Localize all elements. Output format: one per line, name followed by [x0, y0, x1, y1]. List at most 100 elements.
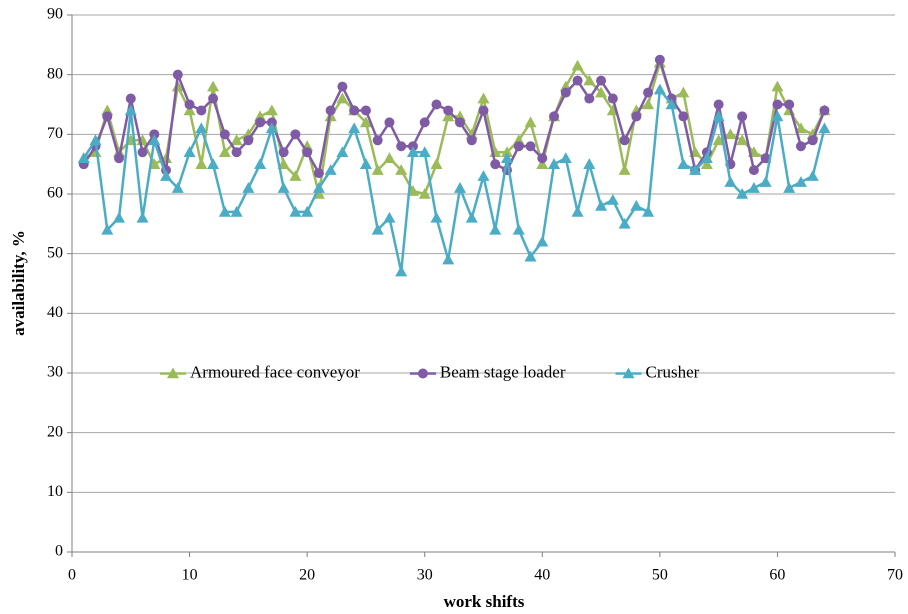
point	[772, 99, 783, 110]
point	[265, 122, 278, 134]
point	[642, 98, 655, 110]
point	[136, 211, 149, 223]
point	[678, 111, 689, 122]
point	[501, 146, 514, 158]
point	[125, 93, 136, 104]
point	[454, 117, 465, 128]
point	[748, 165, 759, 176]
x-tick-label: 50	[652, 567, 668, 584]
point	[477, 92, 490, 104]
point	[524, 116, 537, 128]
point	[559, 152, 572, 163]
point	[195, 122, 208, 134]
point	[148, 134, 161, 146]
point	[278, 147, 289, 158]
point	[124, 104, 137, 116]
point	[371, 164, 384, 175]
point	[160, 170, 173, 181]
point	[595, 199, 608, 211]
y-tick-label: 30	[47, 364, 63, 381]
point	[642, 205, 655, 217]
series-line	[82, 55, 826, 177]
point	[653, 83, 666, 95]
point	[348, 122, 361, 134]
point	[431, 99, 442, 110]
point	[207, 158, 220, 169]
point	[677, 86, 690, 98]
point	[618, 164, 631, 175]
point	[618, 217, 631, 229]
point	[114, 153, 125, 164]
point	[301, 205, 314, 217]
point	[243, 135, 254, 146]
point	[231, 147, 242, 158]
point	[700, 152, 713, 163]
point	[89, 134, 102, 146]
point	[536, 235, 549, 247]
point	[171, 182, 184, 193]
legend-label: Crusher	[645, 362, 699, 381]
x-tick-label: 40	[534, 567, 550, 584]
point	[689, 164, 702, 175]
point	[77, 152, 90, 163]
point	[137, 147, 148, 158]
point	[395, 164, 408, 175]
point	[113, 211, 126, 223]
point	[571, 205, 584, 217]
point	[713, 99, 724, 110]
point	[196, 105, 207, 116]
point	[349, 105, 360, 116]
point	[677, 158, 690, 169]
point	[277, 158, 290, 169]
point	[784, 99, 795, 110]
y-tick-label: 90	[47, 6, 63, 23]
point	[736, 188, 749, 199]
point	[712, 134, 725, 146]
point	[419, 117, 430, 128]
point	[325, 105, 336, 116]
x-tick-label: 10	[182, 567, 198, 584]
point	[102, 111, 113, 122]
point	[794, 176, 807, 187]
point	[477, 170, 490, 181]
point	[596, 75, 607, 86]
point	[442, 253, 455, 265]
point	[818, 122, 831, 134]
point	[290, 129, 301, 140]
point	[819, 105, 830, 116]
point	[619, 135, 630, 146]
point	[383, 152, 396, 163]
legend-marker	[417, 368, 428, 379]
point	[219, 129, 230, 140]
point	[513, 141, 524, 152]
point	[265, 104, 278, 116]
point	[724, 128, 737, 140]
y-tick-label: 80	[47, 65, 63, 82]
point	[665, 98, 678, 110]
point	[490, 159, 501, 170]
point	[255, 117, 266, 128]
point	[418, 146, 431, 158]
point	[302, 147, 313, 158]
point	[783, 182, 796, 193]
y-tick-label: 60	[47, 185, 63, 202]
point	[583, 158, 596, 169]
point	[359, 116, 372, 128]
point	[312, 182, 325, 193]
point	[643, 87, 654, 98]
point	[794, 122, 807, 134]
point	[466, 135, 477, 146]
point	[207, 80, 220, 92]
x-tick-label: 70	[887, 567, 903, 584]
y-tick-label: 10	[47, 483, 63, 500]
point	[512, 223, 525, 235]
point	[230, 205, 243, 217]
point	[230, 134, 243, 146]
point	[372, 135, 383, 146]
x-tick-label: 60	[769, 567, 785, 584]
point	[208, 93, 219, 104]
x-tick-label: 0	[68, 567, 76, 584]
point	[536, 158, 549, 169]
point	[289, 205, 302, 217]
